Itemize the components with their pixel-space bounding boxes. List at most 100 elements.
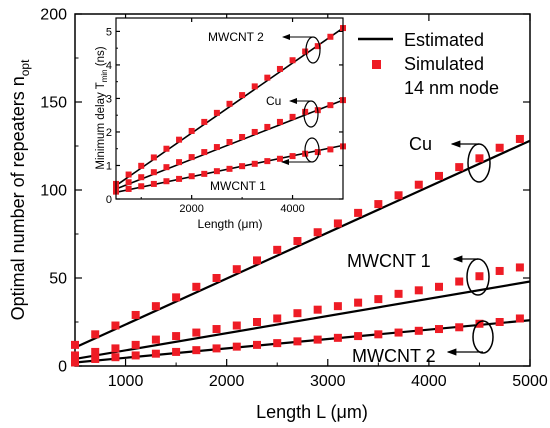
- main-y-tick-label-100: 100: [40, 183, 67, 200]
- main-line-mwcnt-2: [74, 319, 531, 364]
- mwcnt2-annotation-ellipse: [472, 320, 494, 354]
- inset-point-cu: [289, 113, 296, 120]
- inset-point-mwcnt-2: [125, 171, 132, 178]
- inset-background: [116, 18, 343, 199]
- main-point-mwcnt-1: [232, 321, 241, 330]
- inset-y-tick-label-4: 4: [106, 60, 112, 72]
- main-point-mwcnt-1: [71, 351, 79, 360]
- main-point-mwcnt-1: [455, 277, 464, 286]
- main-point-mwcnt-2: [313, 335, 322, 344]
- legend-node-label: 14 nm node: [404, 78, 499, 98]
- main-point-mwcnt-2: [475, 319, 484, 328]
- inset-point-mwcnt-2: [150, 154, 157, 161]
- main-point-mwcnt-1: [374, 295, 383, 304]
- main-point-cu: [333, 219, 342, 228]
- inset-point-mwcnt-2: [239, 92, 246, 99]
- main-point-mwcnt-2: [111, 353, 120, 362]
- main-point-cu: [293, 237, 302, 246]
- main-point-mwcnt-1: [354, 298, 363, 307]
- inset-point-mwcnt-1: [163, 178, 170, 185]
- main-point-cu: [394, 191, 403, 200]
- main-point-mwcnt-2: [455, 323, 464, 332]
- main-point-mwcnt-2: [293, 337, 302, 346]
- inset-point-cu: [327, 102, 334, 109]
- inset-point-cu: [251, 128, 258, 135]
- main-point-mwcnt-1: [212, 325, 221, 334]
- main-point-mwcnt-2: [131, 351, 140, 360]
- main-point-mwcnt-2: [71, 358, 79, 367]
- main-simulated-points: [71, 134, 524, 367]
- inset-point-cu: [150, 169, 157, 176]
- main-point-mwcnt-2: [374, 330, 383, 339]
- main-x-tick-label-5000: 5000: [512, 373, 548, 390]
- legend: Estimated Simulated 14 nm node: [358, 30, 499, 98]
- main-point-mwcnt-2: [151, 349, 160, 358]
- inset-annotations: MWCNT 2 Cu MWCNT 1: [208, 30, 321, 193]
- inset-y-tick-label-1: 1: [106, 160, 112, 172]
- inset-point-mwcnt-2: [327, 33, 334, 40]
- main-point-mwcnt-2: [435, 325, 443, 334]
- main-x-tick-label-4000: 4000: [411, 373, 447, 390]
- main-point-cu: [212, 274, 221, 282]
- inset-point-cu: [188, 154, 195, 161]
- inset-y-axis-label: Minimum delay Tmin (ns): [95, 46, 109, 169]
- inset-x-tick-label-4000: 4000: [280, 203, 304, 215]
- main-point-cu: [151, 302, 160, 311]
- main-point-mwcnt-1: [495, 266, 504, 275]
- main-point-cu: [313, 228, 322, 237]
- main-line-mwcnt-1: [74, 280, 531, 361]
- inset-point-cu: [302, 108, 309, 115]
- inset-plot-frame: [115, 17, 344, 200]
- main-point-mwcnt-2: [212, 344, 221, 353]
- inset-point-mwcnt-1: [201, 170, 208, 177]
- main-point-mwcnt-2: [192, 346, 201, 355]
- inset-point-cu: [264, 123, 271, 130]
- inset-point-mwcnt-2: [302, 48, 309, 55]
- inset-point-cu: [176, 159, 183, 166]
- inset-point-mwcnt-2: [226, 100, 233, 107]
- main-point-cu: [374, 200, 383, 209]
- main-point-cu: [91, 330, 100, 339]
- main-y-tick-label-0: 0: [58, 359, 67, 376]
- inset-point-mwcnt-1: [138, 183, 145, 190]
- inset-point-cu: [239, 133, 246, 140]
- inset-point-mwcnt-1: [188, 173, 195, 180]
- legend-simulated-label: Simulated: [404, 54, 484, 74]
- main-annotations: Cu MWCNT 1 MWCNT 2: [347, 134, 494, 366]
- main-point-cu: [71, 340, 79, 349]
- main-point-mwcnt-2: [333, 333, 342, 342]
- main-point-mwcnt-1: [111, 344, 120, 353]
- main-point-mwcnt-2: [394, 328, 403, 337]
- mwcnt2-annotation-label: MWCNT 2: [352, 346, 436, 366]
- legend-simulated-marker: [372, 60, 381, 69]
- main-point-cu: [354, 208, 363, 217]
- main-point-mwcnt-1: [475, 272, 484, 281]
- main-point-cu: [435, 171, 443, 180]
- inset-point-mwcnt-2: [163, 145, 170, 152]
- legend-estimated-label: Estimated: [404, 30, 484, 50]
- main-point-mwcnt-2: [172, 347, 181, 356]
- main-point-mwcnt-2: [515, 314, 524, 323]
- inset-point-mwcnt-1: [264, 158, 271, 165]
- inset-x-axis-label: Length (μm): [198, 217, 263, 231]
- main-y-tick-label-200: 200: [40, 7, 67, 24]
- main-point-cu: [515, 134, 524, 143]
- main-point-mwcnt-1: [414, 286, 423, 295]
- main-point-cu: [475, 154, 484, 163]
- main-x-tick-label-2000: 2000: [209, 373, 245, 390]
- mwcnt1-annotation-label: MWCNT 1: [347, 251, 431, 271]
- inset-point-mwcnt-1: [213, 168, 220, 175]
- main-x-tick-label-3000: 3000: [310, 373, 346, 390]
- main-point-cu: [172, 293, 181, 302]
- main-point-mwcnt-1: [333, 302, 342, 311]
- main-point-cu: [232, 265, 241, 274]
- inset-mwcnt2-label: MWCNT 2: [208, 30, 264, 44]
- main-point-mwcnt-1: [293, 309, 302, 318]
- main-point-mwcnt-1: [394, 289, 403, 298]
- main-point-cu: [455, 163, 464, 172]
- inset-x-tick-label-2000: 2000: [179, 203, 203, 215]
- inset-point-cu: [201, 149, 208, 156]
- main-point-mwcnt-2: [91, 354, 100, 363]
- main-point-mwcnt-2: [495, 318, 504, 326]
